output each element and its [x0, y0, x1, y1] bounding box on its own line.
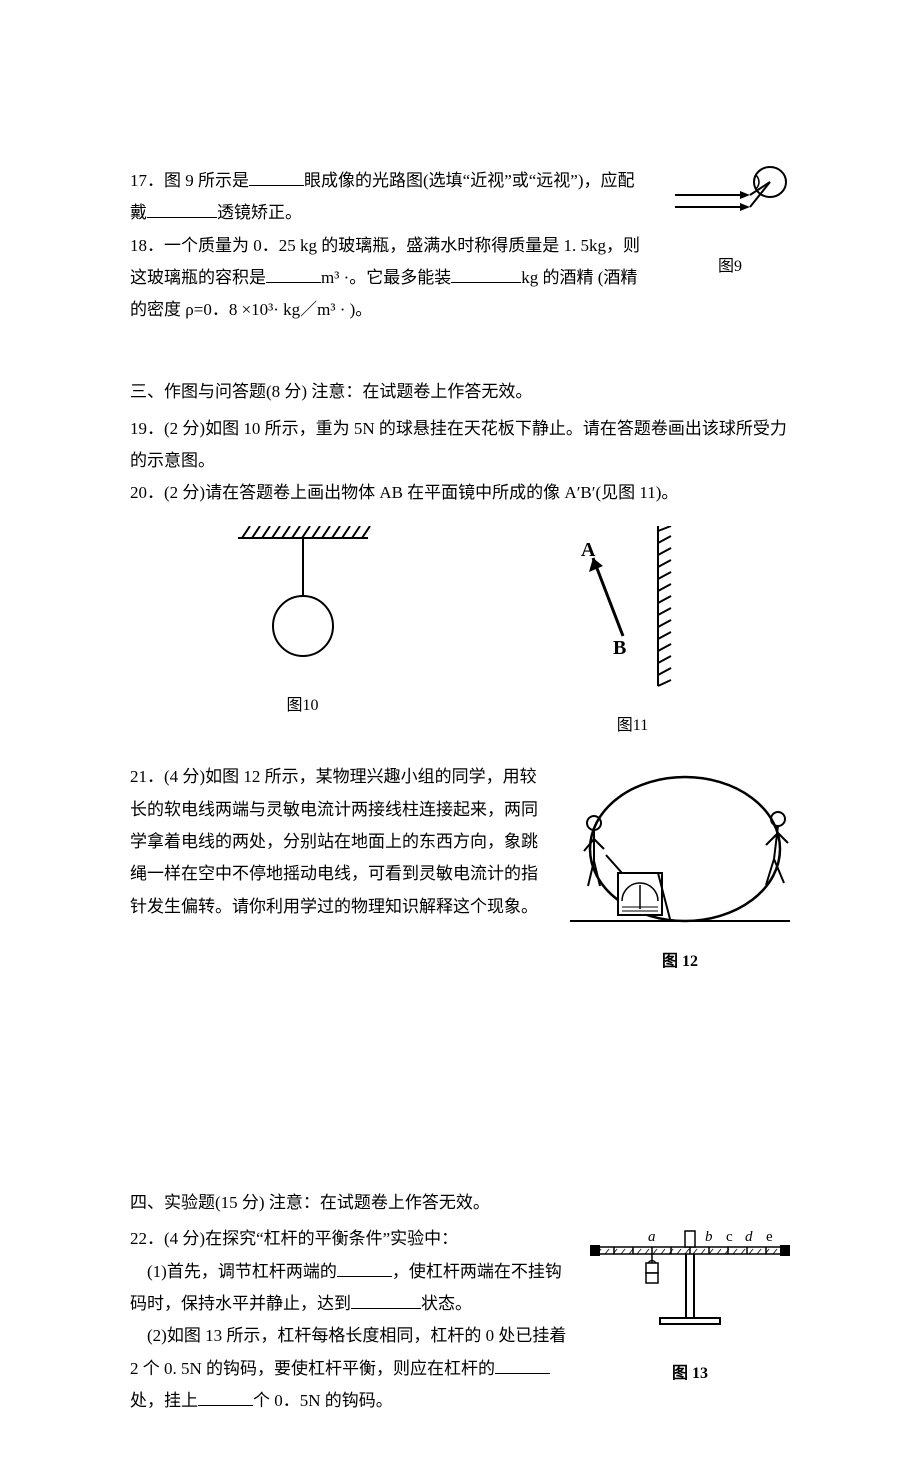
fig10-svg	[218, 526, 388, 676]
svg-text:c: c	[726, 1229, 733, 1245]
q21-text: 21．(4 分)如图 12 所示，某物理兴趣小组的同学，用较长的软电线两端与灵敏…	[130, 761, 550, 922]
q18-blank1	[266, 266, 321, 283]
q22-blank4	[198, 1389, 253, 1406]
q19-text: 19．(2 分)如图 10 所示，重为 5N 的球悬挂在天花板下静止。请在答题卷…	[130, 413, 790, 478]
fig12-svg	[570, 761, 790, 931]
fig13-svg: a b c d e	[590, 1223, 790, 1343]
q21-text-block: 21．(4 分)如图 12 所示，某物理兴趣小组的同学，用较长的软电线两端与灵敏…	[130, 761, 550, 922]
q22-p2c: 个 0．5N 的钩码。	[253, 1391, 393, 1410]
q22-blank1	[337, 1260, 392, 1277]
q17-text: 17．图 9 所示是眼成像的光路图(选填“近视”或“远视”)，应配戴透镜矫正。	[130, 165, 650, 230]
q22-p2: (2)如图 13 所示，杠杆每格长度相同，杠杆的 0 处已挂着 2 个 0. 5…	[130, 1320, 570, 1417]
q17-q18-row: 17．图 9 所示是眼成像的光路图(选填“近视”或“远视”)，应配戴透镜矫正。 …	[130, 165, 790, 326]
fig9-label: 图9	[670, 252, 790, 282]
q17-blank1	[249, 169, 304, 186]
fig11-container: A B 图11	[563, 526, 703, 742]
q17-q18-text: 17．图 9 所示是眼成像的光路图(选填“近视”或“远视”)，应配戴透镜矫正。 …	[130, 165, 650, 326]
fig11-svg: A B	[563, 526, 703, 696]
label-B: B	[613, 637, 626, 659]
q22-row: 22．(4 分)在探究“杠杆的平衡条件”实验中： (1)首先，调节杠杆两端的，使…	[130, 1223, 790, 1417]
fig10-container: 图10	[218, 526, 388, 742]
q22-p2b: 处，挂上	[130, 1391, 198, 1410]
q22-blank2	[351, 1292, 421, 1309]
q18-blank2	[451, 266, 521, 283]
svg-text:d: d	[745, 1229, 753, 1245]
fig11-label: 图11	[563, 711, 703, 741]
q22-text: 22．(4 分)在探究“杠杆的平衡条件”实验中： (1)首先，调节杠杆两端的，使…	[130, 1223, 570, 1417]
q22-p1c: 状态。	[421, 1294, 472, 1313]
q17-c: 透镜矫正。	[217, 203, 302, 222]
fig12-container: 图 12	[570, 761, 790, 977]
svg-text:e: e	[766, 1229, 773, 1245]
fig10-label: 图10	[218, 691, 388, 721]
fig13-label: 图 13	[590, 1359, 790, 1389]
section3-title: 三、作图与问答题(8 分) 注意：在试题卷上作答无效。	[130, 376, 790, 408]
q20-text: 20．(2 分)请在答题卷上画出物体 AB 在平面镜中所成的像 A′B′(见图 …	[130, 477, 790, 509]
fig9-svg	[670, 165, 790, 237]
q22-blank3	[495, 1357, 550, 1374]
fig12-label: 图 12	[570, 947, 790, 977]
fig10-fig11-row: 图10 A	[130, 526, 790, 742]
fig9-container: 图9	[670, 165, 790, 283]
q21-row: 21．(4 分)如图 12 所示，某物理兴趣小组的同学，用较长的软电线两端与灵敏…	[130, 761, 790, 977]
svg-text:a: a	[648, 1229, 656, 1245]
q17-blank2	[147, 201, 217, 218]
q18-text: 18．一个质量为 0．25 kg 的玻璃瓶，盛满水时称得质量是 1. 5kg，则…	[130, 230, 650, 327]
q22-p1a: (1)首先，调节杠杆两端的	[147, 1262, 337, 1281]
fig13-container: a b c d e 图 13	[590, 1223, 790, 1389]
svg-text:b: b	[705, 1229, 713, 1245]
q22-p1: (1)首先，调节杠杆两端的，使杠杆两端在不挂钩码时，保持水平并静止，达到状态。	[130, 1256, 570, 1321]
label-A: A	[581, 539, 596, 561]
section4-title: 四、实验题(15 分) 注意：在试题卷上作答无效。	[130, 1187, 790, 1219]
q17-a: 17．图 9 所示是	[130, 171, 249, 190]
q22-line1: 22．(4 分)在探究“杠杆的平衡条件”实验中：	[130, 1223, 570, 1255]
q18-b: m³ ·。它最多能装	[321, 268, 451, 287]
